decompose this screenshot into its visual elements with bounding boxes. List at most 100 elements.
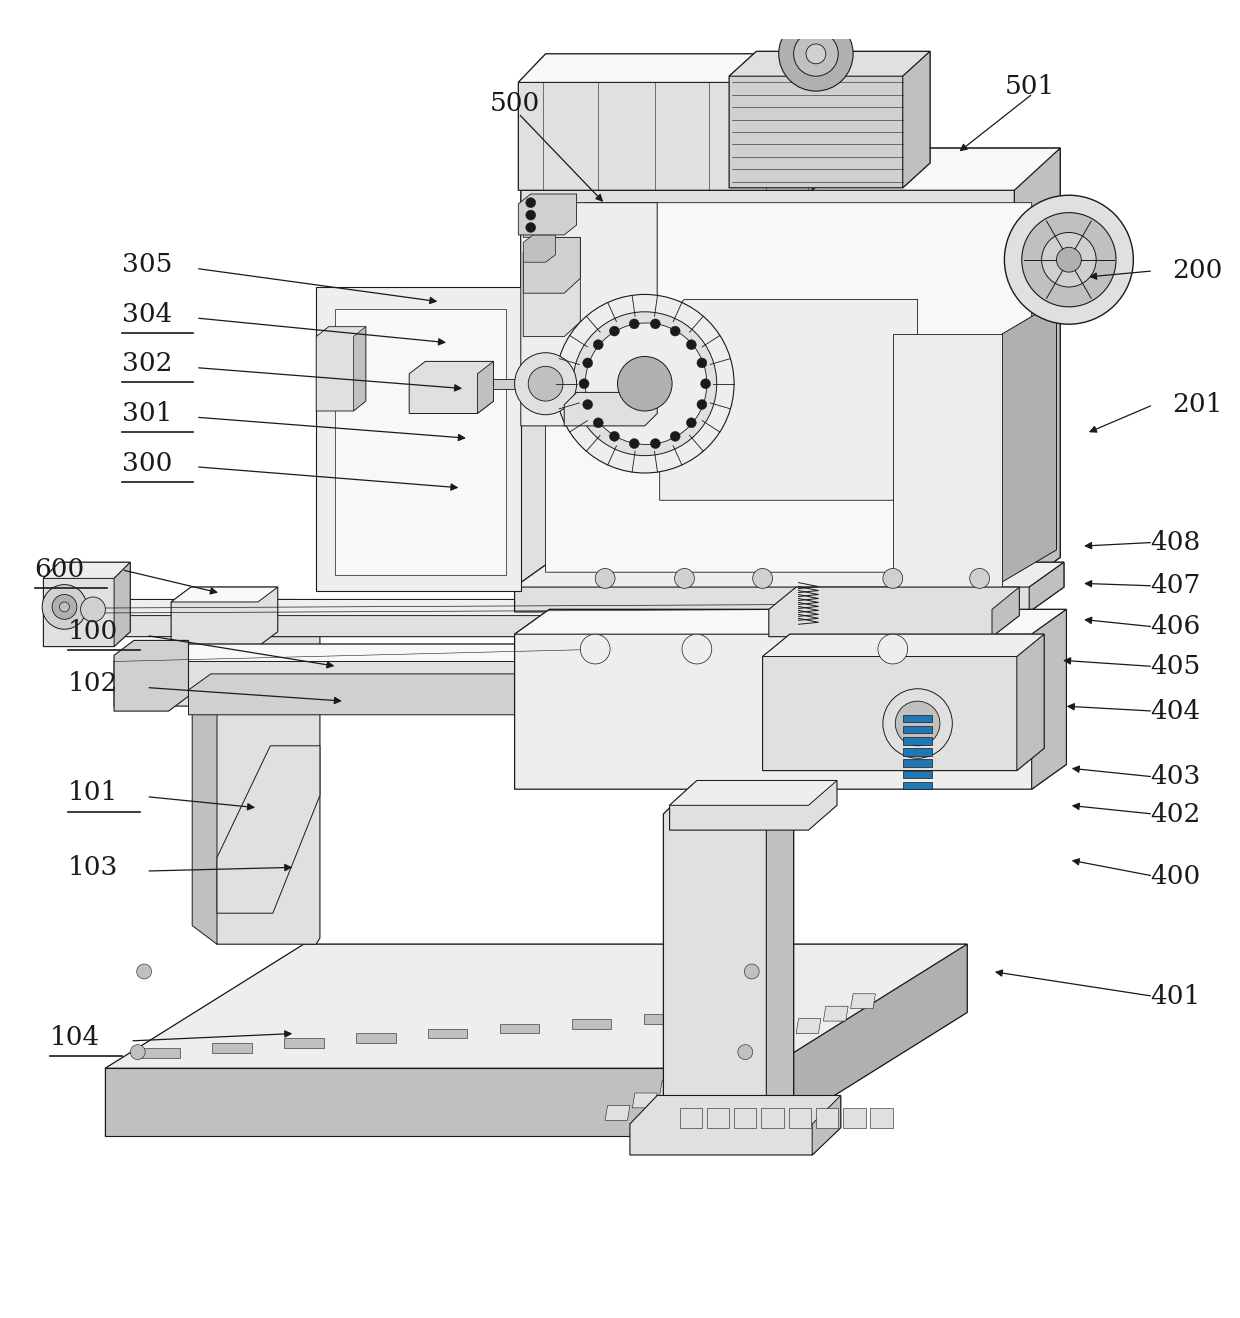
Circle shape: [580, 634, 610, 664]
Polygon shape: [632, 1093, 657, 1108]
Polygon shape: [68, 600, 825, 637]
Polygon shape: [546, 203, 1032, 572]
Polygon shape: [1029, 563, 1064, 612]
Circle shape: [593, 340, 603, 349]
Polygon shape: [816, 1108, 838, 1128]
Polygon shape: [729, 51, 930, 76]
Circle shape: [60, 602, 69, 612]
Circle shape: [583, 358, 593, 368]
Circle shape: [526, 210, 536, 220]
Circle shape: [744, 963, 759, 979]
Circle shape: [130, 1045, 145, 1060]
Polygon shape: [356, 1033, 396, 1044]
Polygon shape: [1032, 609, 1066, 789]
Text: 201: 201: [1172, 393, 1223, 418]
Circle shape: [1022, 212, 1116, 307]
Text: 305: 305: [122, 252, 172, 277]
Polygon shape: [572, 1019, 611, 1028]
Polygon shape: [903, 737, 932, 745]
Polygon shape: [523, 237, 580, 293]
Polygon shape: [515, 563, 1064, 587]
Polygon shape: [763, 634, 1044, 771]
Polygon shape: [192, 600, 320, 622]
Polygon shape: [217, 746, 320, 913]
Text: 501: 501: [1004, 74, 1055, 99]
Circle shape: [595, 568, 615, 588]
Polygon shape: [715, 1008, 755, 1019]
Polygon shape: [769, 1031, 794, 1046]
Text: 405: 405: [1151, 654, 1202, 679]
Polygon shape: [353, 327, 366, 411]
Polygon shape: [213, 600, 320, 944]
Polygon shape: [903, 749, 932, 755]
Polygon shape: [114, 645, 630, 706]
Polygon shape: [812, 54, 841, 190]
Text: 302: 302: [122, 352, 172, 377]
Circle shape: [670, 326, 680, 336]
Polygon shape: [812, 1095, 841, 1155]
Circle shape: [583, 399, 593, 410]
Polygon shape: [903, 771, 932, 778]
Polygon shape: [714, 1056, 739, 1070]
Polygon shape: [192, 606, 217, 944]
Text: 100: 100: [68, 619, 119, 645]
Polygon shape: [992, 587, 1019, 637]
Text: 101: 101: [68, 780, 119, 805]
Text: 402: 402: [1151, 801, 1202, 826]
Circle shape: [738, 1045, 753, 1060]
Polygon shape: [670, 780, 837, 830]
Circle shape: [697, 358, 707, 368]
Polygon shape: [769, 944, 967, 1136]
Circle shape: [526, 198, 536, 208]
Polygon shape: [742, 904, 766, 929]
Polygon shape: [335, 310, 506, 575]
Circle shape: [883, 568, 903, 588]
Circle shape: [895, 701, 940, 746]
Polygon shape: [1017, 634, 1044, 771]
Polygon shape: [729, 909, 754, 933]
Circle shape: [579, 378, 589, 389]
Circle shape: [878, 634, 908, 664]
Polygon shape: [734, 1108, 756, 1128]
Text: 304: 304: [122, 302, 172, 327]
Polygon shape: [171, 587, 278, 647]
Polygon shape: [707, 1108, 729, 1128]
Polygon shape: [114, 563, 130, 647]
Polygon shape: [518, 194, 577, 235]
Polygon shape: [763, 634, 1044, 656]
Circle shape: [675, 568, 694, 588]
Text: 401: 401: [1151, 983, 1202, 1008]
Circle shape: [556, 294, 734, 473]
Circle shape: [42, 585, 87, 629]
Polygon shape: [903, 51, 930, 187]
Polygon shape: [719, 916, 744, 940]
Text: 407: 407: [1151, 573, 1202, 598]
Polygon shape: [284, 1039, 324, 1048]
Polygon shape: [477, 361, 494, 414]
Polygon shape: [105, 944, 967, 1068]
Polygon shape: [521, 148, 1060, 190]
Circle shape: [883, 689, 952, 758]
Polygon shape: [428, 1028, 467, 1039]
Circle shape: [779, 17, 853, 91]
Circle shape: [806, 43, 826, 63]
Polygon shape: [43, 563, 130, 647]
Text: 406: 406: [1151, 614, 1202, 639]
Circle shape: [687, 340, 697, 349]
Polygon shape: [515, 609, 1066, 634]
Text: 103: 103: [68, 855, 119, 880]
Polygon shape: [515, 609, 1066, 789]
Polygon shape: [742, 1044, 766, 1058]
Polygon shape: [660, 1081, 684, 1095]
Polygon shape: [851, 994, 875, 1008]
Polygon shape: [114, 645, 630, 662]
Text: 300: 300: [122, 451, 172, 476]
Circle shape: [618, 356, 672, 411]
Text: 404: 404: [1151, 699, 1202, 724]
Circle shape: [136, 963, 151, 979]
Polygon shape: [630, 1095, 841, 1155]
Polygon shape: [114, 641, 188, 712]
Polygon shape: [564, 393, 657, 426]
Polygon shape: [761, 1108, 784, 1128]
Circle shape: [794, 32, 838, 76]
